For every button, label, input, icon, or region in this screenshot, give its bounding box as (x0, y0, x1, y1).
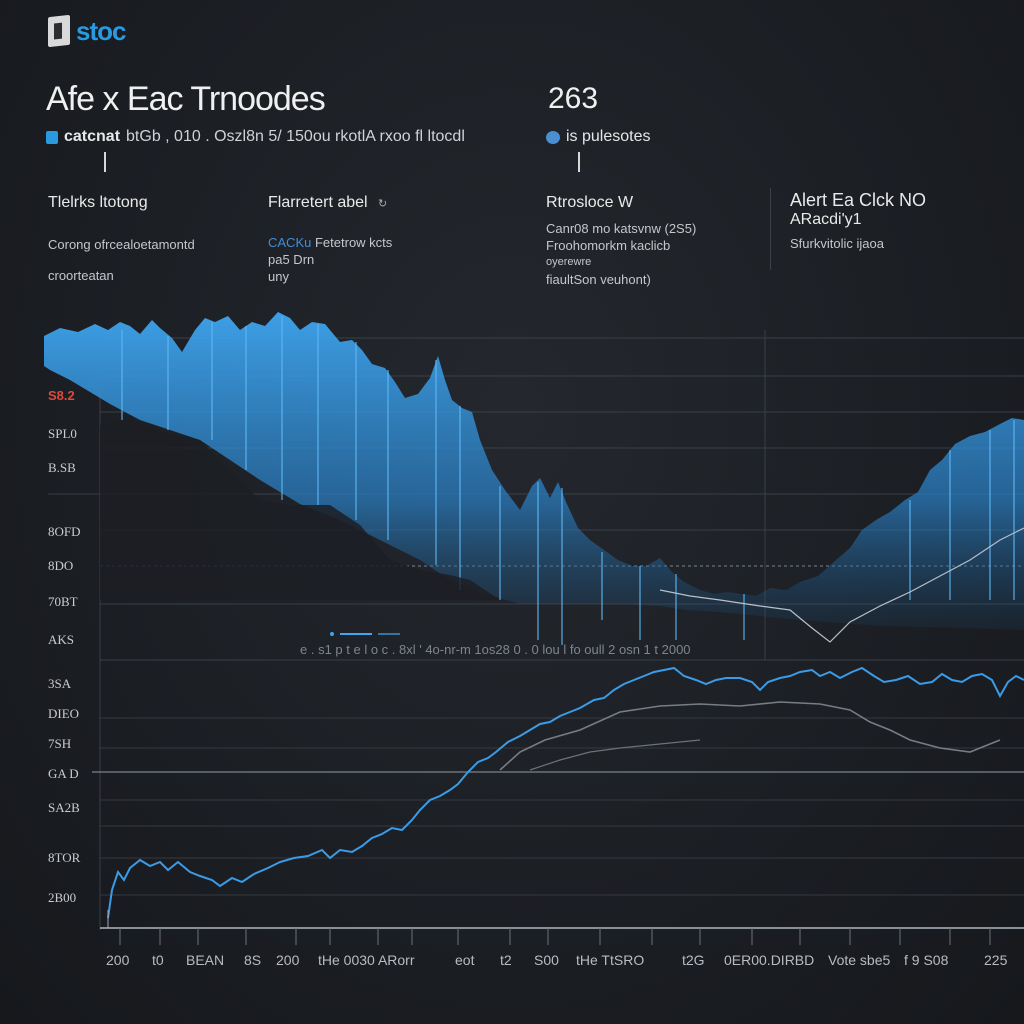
x-tick: f 9 S08 (904, 952, 949, 968)
x-tick: BEAN (186, 952, 225, 968)
summary-col-3: Rtrosloce W Canr08 mo katsvnw (2S5) Froo… (546, 194, 696, 288)
text-cursor (578, 152, 580, 172)
subtitle-highlight: catcnat (64, 128, 121, 145)
col-heading: Rtrosloce W (546, 194, 634, 211)
col-accent: CACKu (268, 235, 312, 250)
col-line: Corong ofrcealoetamontd (48, 237, 195, 252)
summary-col-1: Tlelrks ltotong Corong ofrcealoetamontd … (48, 194, 195, 284)
subtitle-text: btGb , 010 . Oszl8n 5/ 150ou rkotlA rxoo… (126, 128, 465, 145)
x-tick: t0 (152, 952, 164, 968)
subtitle-right-text: is pulesotes (566, 128, 651, 145)
y-tick: DIEO (48, 706, 80, 721)
y-tick-highlight: S8.2 (48, 388, 75, 403)
y-tick: 3SA (48, 676, 72, 691)
y-tick: 8OFD (48, 524, 81, 539)
col-line: Canr08 mo katsvnw (2S5) (546, 221, 697, 236)
col-line: Sfurkvitolic ijaoa (790, 236, 884, 251)
col-line: oyerewre (546, 256, 592, 268)
bottom-chart-grid (100, 717, 1024, 896)
col-line: croorteatan (48, 268, 114, 283)
y-tick: 70BT (48, 594, 78, 609)
summary-col-4: Alert Ea Clck NO ARacdi'y1 Sfurkvitolic … (790, 190, 926, 252)
y-tick: AKS (48, 632, 75, 647)
x-axis-ticks (119, 928, 991, 945)
top-area-series (44, 312, 1024, 630)
col-line: CACKu Fetetrow kcts (268, 234, 392, 251)
x-tick: t2G (682, 952, 705, 968)
bottom-main-line (107, 666, 1024, 919)
col-heading-text: Flarretert abel (268, 194, 368, 211)
y-tick: 7SH (48, 736, 72, 751)
top-overlay-line (659, 527, 1024, 643)
x-tick: Vote sbe5 (828, 952, 891, 968)
column-divider (770, 188, 771, 270)
y-tick: 2B00 (48, 890, 77, 905)
col-heading: Alert Ea Clck NO (790, 190, 927, 210)
col-line: fiaultSon veuhont) (546, 272, 651, 287)
top-chart-x-labels: e . s1 p t e l o c . 8xl ' 4o-nr-m 1os28… (300, 642, 691, 657)
headline-value: 263 (548, 82, 599, 115)
text-cursor (104, 152, 106, 172)
col-line: pa5 Drn (268, 252, 315, 267)
x-tick: 200 (106, 952, 130, 968)
info-icon (46, 130, 58, 144)
subtitle-right: is pulesotes (546, 128, 651, 146)
page-title: Afe x Eac Trnoodes (46, 80, 326, 118)
y-tick: 8TOR (48, 850, 81, 865)
x-tick: 8S (244, 952, 262, 968)
x-tick: tHe TtSRO (576, 952, 645, 968)
col-heading[interactable]: Flarretert abel ↻ (268, 194, 392, 212)
col-line: uny (268, 269, 289, 284)
bottom-secondary-line (499, 701, 1001, 771)
x-tick: t2 (500, 952, 512, 968)
top-area-streaks (121, 316, 1015, 645)
y-tick: GA D (48, 766, 79, 781)
x-tick: 0ER00.DIRBD (724, 952, 815, 968)
y-tick: B.SB (48, 460, 76, 475)
brand-logo[interactable]: stoc (48, 14, 126, 48)
y-tick: SPL0 (48, 426, 77, 441)
logo-text: stoc (76, 16, 126, 46)
x-tick: S00 (534, 952, 559, 968)
summary-col-2: Flarretert abel ↻ CACKu Fetetrow kcts pa… (268, 194, 392, 285)
x-tick: tHe 0030 ARorr (318, 952, 415, 968)
x-tick: 200 (276, 952, 300, 968)
col-subheading: ARacdi'y1 (790, 211, 862, 228)
col-line: Froohomorkm kaclicb (546, 238, 671, 253)
col-heading: Tlelrks ltotong (48, 194, 148, 211)
globe-icon (546, 130, 560, 144)
y-tick: SA2B (48, 800, 80, 815)
x-tick: 225 (984, 952, 1008, 968)
x-tick: eot (455, 952, 475, 968)
subtitle-left: catcnat btGb , 010 . Oszl8n 5/ 150ou rko… (46, 128, 465, 146)
arrow-icon: ↻ (378, 198, 388, 210)
col-line-text: Fetetrow kcts (314, 235, 393, 250)
y-tick: 8DO (48, 558, 74, 573)
